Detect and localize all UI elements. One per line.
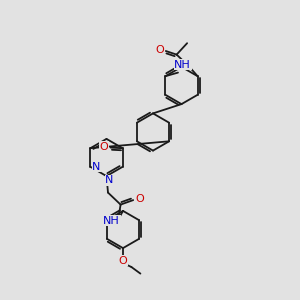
Text: NH: NH <box>174 60 191 70</box>
Text: NH: NH <box>103 216 120 226</box>
Text: N: N <box>92 162 100 172</box>
Text: O: O <box>118 256 127 266</box>
Text: O: O <box>100 142 108 152</box>
Text: O: O <box>135 194 144 204</box>
Text: O: O <box>155 45 164 55</box>
Text: N: N <box>105 175 114 185</box>
